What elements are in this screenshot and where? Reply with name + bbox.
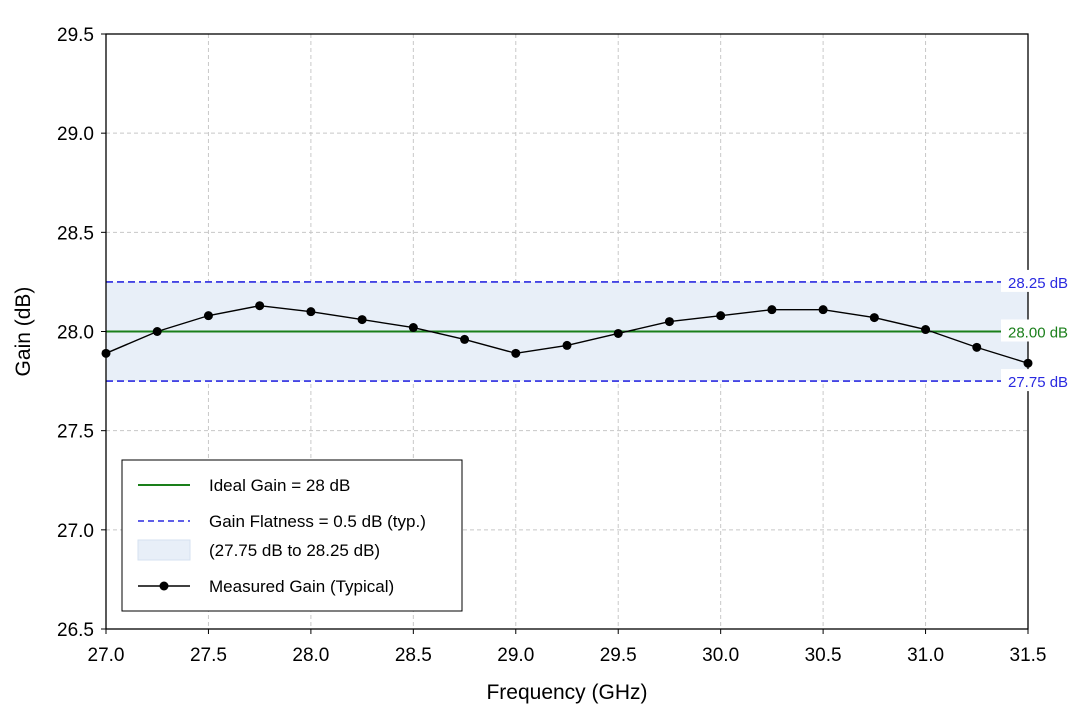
legend-band-label: (27.75 dB to 28.25 dB) [209,541,380,560]
measured-point [255,301,265,311]
x-tick-label: 31.0 [907,645,944,666]
measured-point [511,348,521,358]
x-tick-label: 29.0 [497,645,534,666]
measured-point [869,313,879,323]
legend-ideal-label: Ideal Gain = 28 dB [209,476,350,495]
measured-point [152,327,162,336]
ref-label-upper-bg [1001,269,1083,292]
x-axis-label: Frequency (GHz) [486,681,647,704]
y-tick-label: 29.5 [57,25,94,46]
legend-band-swatch [137,539,191,561]
x-axis-ticks: 27.0 27.5 28.0 28.5 29.0 29.5 30.0 30.5 31.0 31.5 [88,629,1047,666]
measured-point [562,340,572,350]
y-tick-label: 27.0 [57,521,94,542]
x-tick-label: 30.0 [702,645,739,666]
legend-measured-marker [159,581,169,591]
measured-point [767,305,777,315]
x-tick-label: 28.5 [395,645,432,666]
y-tick-label: 29.0 [57,124,94,145]
ref-label-lower-bg [1001,369,1083,392]
ref-label-ideal-bg [1001,319,1083,342]
legend: Ideal Gain = 28 dB Gain Flatness = 0.5 d… [121,459,463,612]
ref-label-ideal: 28.00 dB [1008,325,1068,342]
ref-label-upper: 28.25 dB [1008,275,1068,292]
measured-point [664,317,674,327]
measured-point [716,311,726,321]
reference-labels: 28.25 dB 28.00 dB 27.75 dB [1001,269,1083,392]
measured-point [408,323,418,333]
ref-label-lower: 27.75 dB [1008,374,1068,391]
measured-series [101,301,1033,368]
measured-point [357,315,367,325]
x-tick-label: 31.5 [1010,645,1047,666]
measured-point [203,311,213,321]
measured-point [306,307,316,317]
x-tick-label: 27.0 [88,645,125,666]
measured-point [818,305,828,315]
x-tick-label: 28.0 [292,645,329,666]
y-tick-label: 28.5 [57,223,94,244]
measured-point [613,328,623,338]
x-tick-label: 30.5 [805,645,842,666]
y-tick-label: 28.0 [57,323,94,344]
y-tick-label: 27.5 [57,422,94,443]
measured-point [972,342,982,352]
measured-point [460,334,470,344]
y-tick-label: 26.5 [57,620,94,641]
legend-flatness-label: Gain Flatness = 0.5 dB (typ.) [209,512,426,531]
x-tick-label: 27.5 [190,645,227,666]
y-axis-label: Gain (dB) [12,287,35,377]
y-axis-ticks: 26.5 27.0 27.5 28.0 28.5 29.0 29.5 [57,25,106,641]
x-tick-label: 29.5 [600,645,637,666]
measured-point [921,325,931,335]
legend-measured-label: Measured Gain (Typical) [209,577,394,596]
